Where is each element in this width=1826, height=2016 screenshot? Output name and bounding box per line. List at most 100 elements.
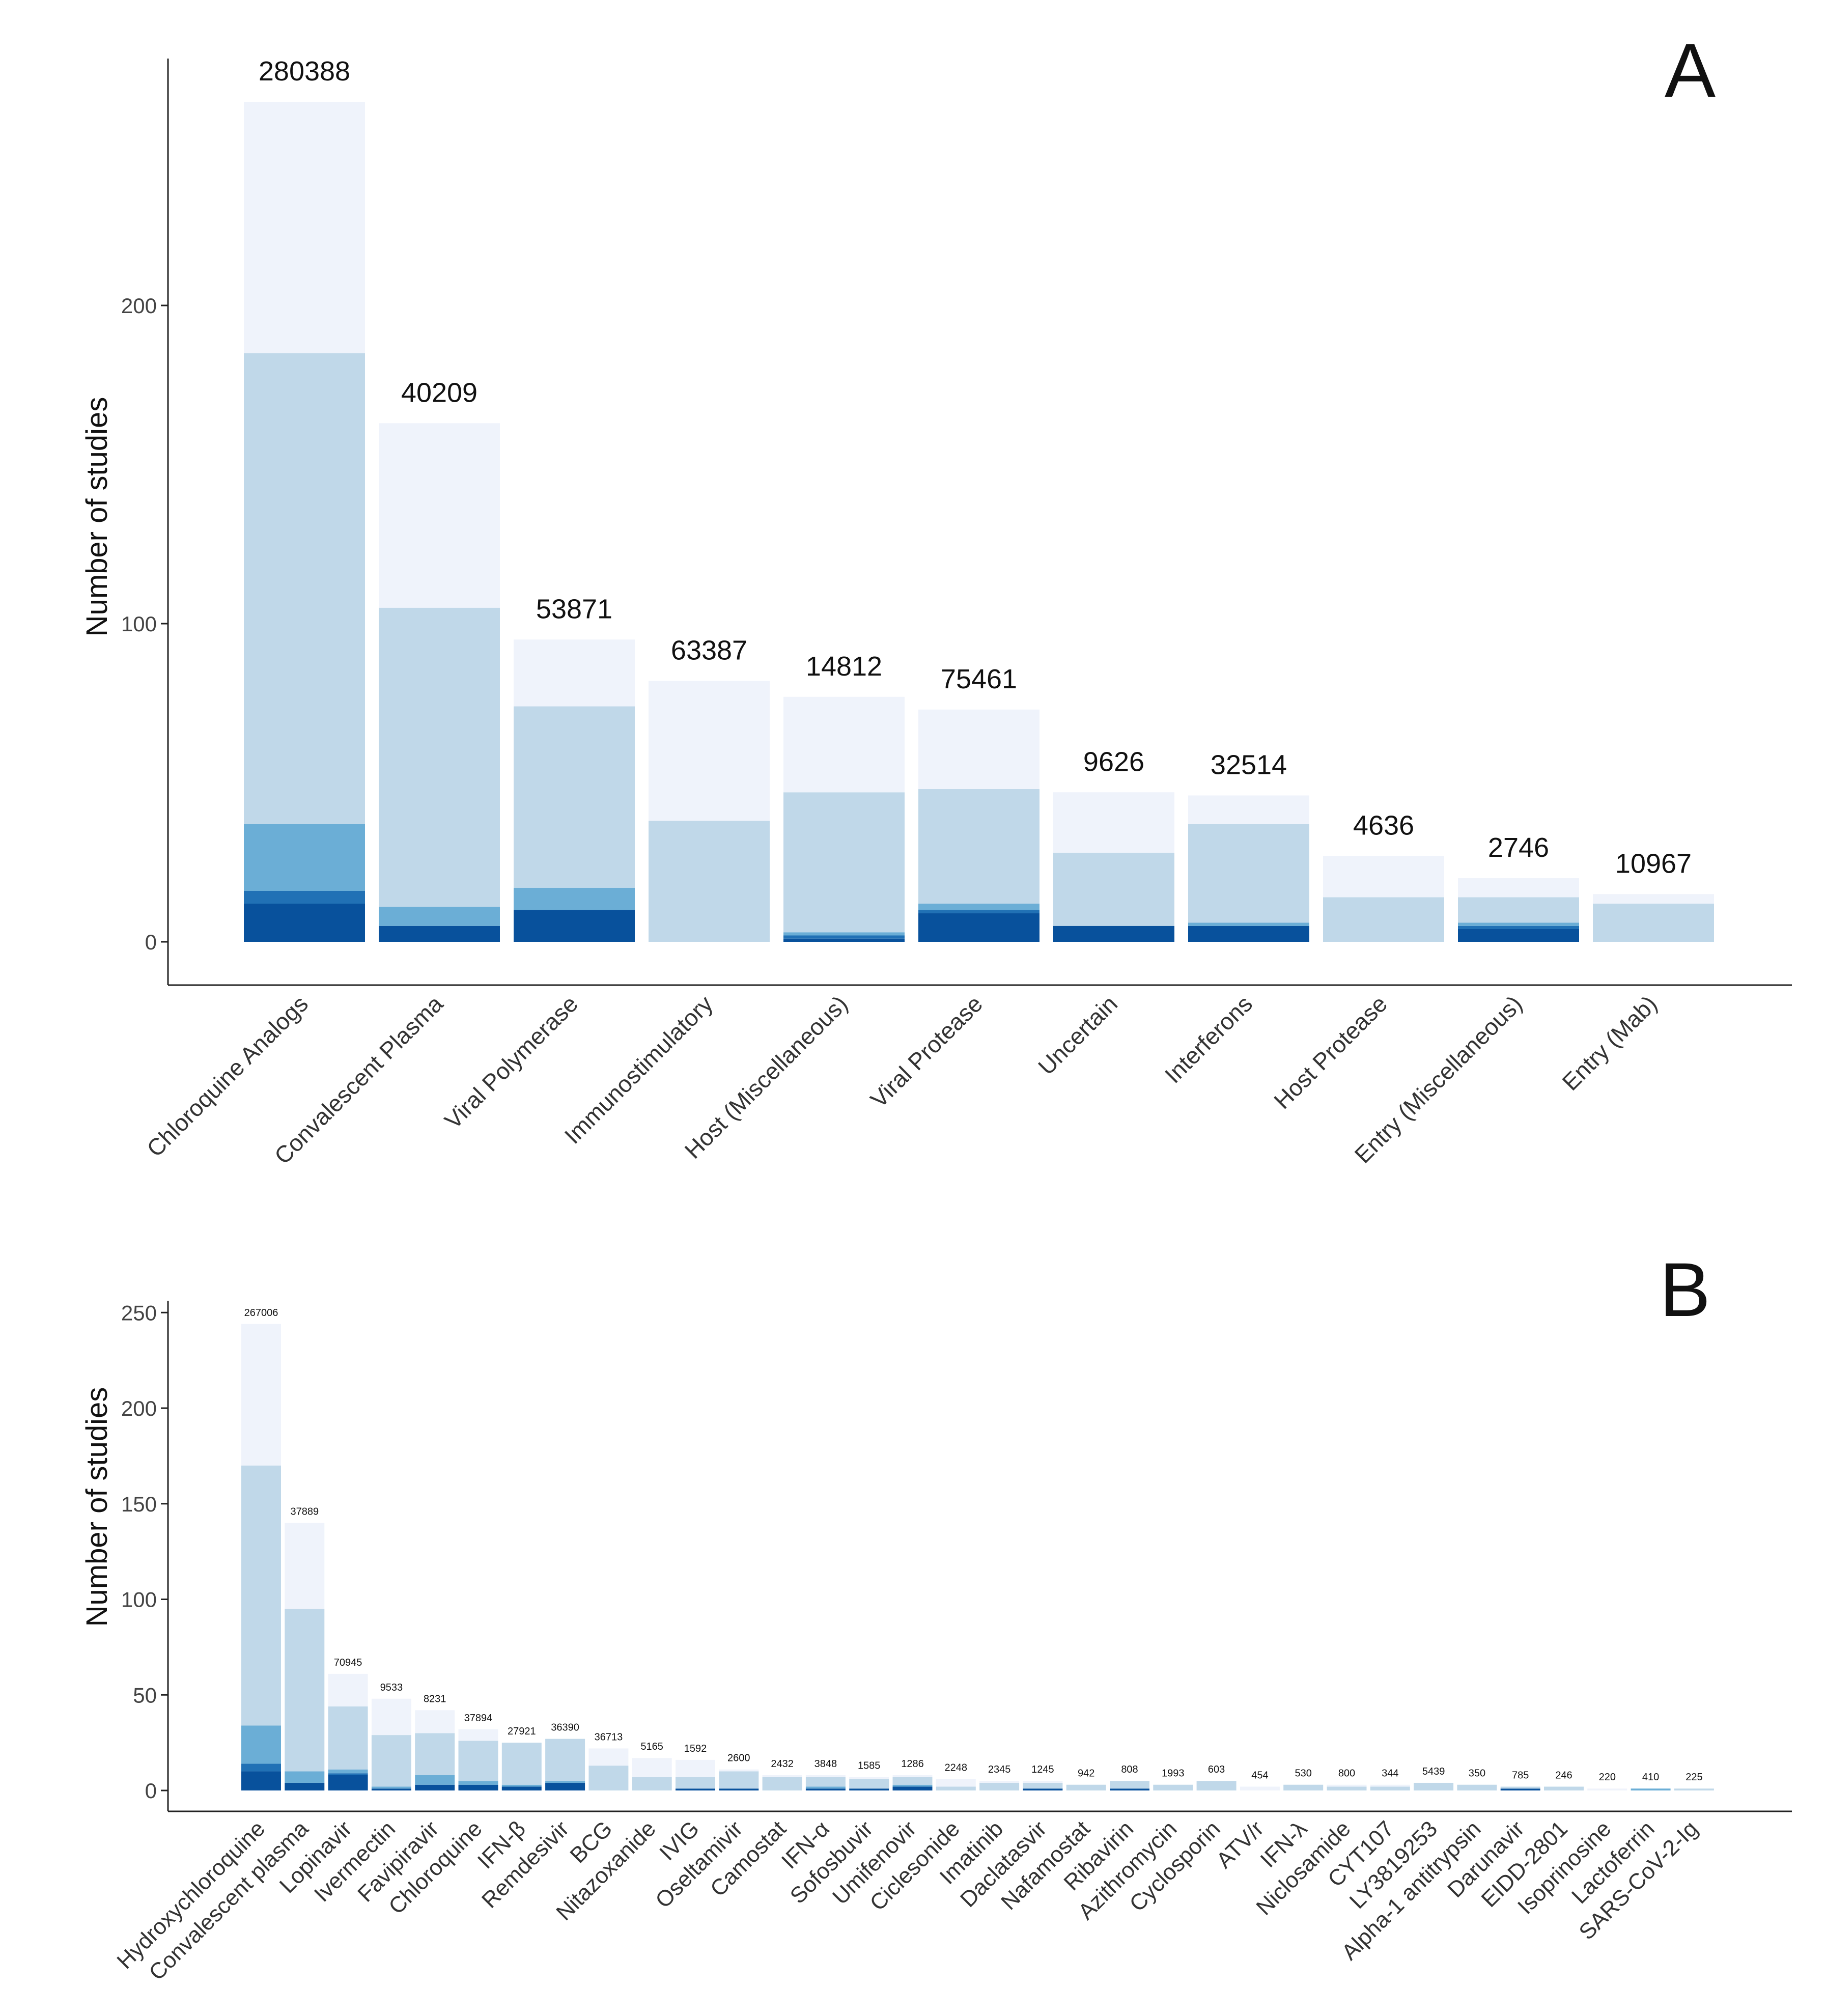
panel-a-bar-segment [244, 102, 365, 353]
panel-b-bar-segment [979, 1782, 1020, 1790]
panel-b-bar-segment [719, 1771, 759, 1789]
panel-b-bar-total-label: 27921 [508, 1726, 536, 1737]
panel-b-bar-segment [415, 1784, 455, 1790]
panel-b-bar-segment [762, 1777, 802, 1790]
panel-b-bar-segment [285, 1523, 325, 1609]
panel-b-bar-segment [1370, 1784, 1410, 1787]
panel-b-bar-total-label: 37894 [464, 1713, 493, 1724]
panel-b-bar-total-label: 800 [1338, 1768, 1355, 1779]
panel-b-bar-segment [1327, 1784, 1367, 1787]
panel-b-bar-segment [1457, 1784, 1497, 1790]
panel-a-y-axis-label: Number of studies [80, 397, 114, 637]
panel-b-bar-segment [1631, 1788, 1671, 1790]
panel-b-bar-total-label: 1592 [684, 1743, 707, 1754]
panel-a-bar-segment [649, 821, 770, 942]
panel-a-bar-segment [1458, 929, 1579, 942]
panel-a-bar-segment [1188, 922, 1309, 926]
panel-b-bar-segment [458, 1729, 498, 1741]
panel-b-bar-segment [458, 1741, 498, 1781]
panel-a-bar-segment [918, 789, 1040, 904]
panel-a-bar-segment [244, 904, 365, 942]
panel-a-bar-segment [1593, 894, 1714, 904]
panel-b-bar-segment [1500, 1786, 1540, 1789]
panel-a-bar-segment [649, 681, 770, 821]
panel-b-bar-segment [805, 1777, 846, 1787]
panel-b-bar-segment [632, 1758, 672, 1777]
panel-a-bar-total-label: 2746 [1488, 832, 1549, 863]
panel-b-bar-total-label: 37889 [290, 1506, 319, 1517]
panel-b-bar-total-label: 8231 [424, 1693, 446, 1704]
panel-b-bar-total-label: 36713 [595, 1731, 623, 1743]
panel-a-bar-segment [1053, 853, 1174, 926]
panel-a-bar-segment [918, 904, 1040, 910]
panel-a-bar-segment [918, 913, 1040, 942]
panel-a-bar-segment [783, 696, 905, 793]
panel-b-bar-total-label: 3848 [814, 1758, 837, 1770]
panel-a-bar-total-label: 40209 [401, 377, 477, 408]
panel-b-bar-segment [892, 1786, 933, 1790]
panel-b-bar-segment [892, 1775, 933, 1777]
panel-a-bar-segment [1053, 926, 1174, 942]
panel-b-bar-segment [328, 1769, 368, 1774]
panel-b-bar-segment [1240, 1786, 1280, 1790]
panel-b-bar-segment [371, 1735, 411, 1787]
panel-b-bar-segment [371, 1786, 411, 1789]
panel-a-category-label: Viral Protease [865, 990, 988, 1112]
panel-a-y-tick-label: 200 [121, 294, 157, 318]
panel-b-y-tick-label: 250 [121, 1301, 157, 1325]
panel-b-bar-total-label: 1993 [1162, 1768, 1185, 1779]
panel-a-category-label: Viral Polymerase [439, 990, 583, 1134]
panel-b-bar-total-label: 225 [1685, 1772, 1702, 1783]
panel-b-bar-total-label: 2248 [945, 1762, 968, 1773]
panel-b-y-tick-label: 0 [145, 1779, 157, 1803]
panel-b-bar-segment [328, 1773, 368, 1775]
panel-b-bar-segment [1587, 1788, 1627, 1790]
panel-b-bar-segment [1023, 1782, 1063, 1789]
panel-a-bar-segment [1188, 824, 1309, 923]
panel-b-bar-segment [1110, 1781, 1149, 1789]
panel-b-bar-segment [979, 1781, 1020, 1783]
panel-b-bar-total-label: 808 [1121, 1764, 1138, 1775]
panel-b-y-tick-label: 150 [121, 1492, 157, 1516]
panel-b-bar-segment [1153, 1784, 1193, 1790]
panel-b-bar-segment [285, 1782, 325, 1790]
panel-b-bar-segment [1327, 1786, 1367, 1790]
panel-a-bar-segment [1458, 926, 1579, 929]
panel-a-bar-segment [1323, 897, 1444, 942]
panel-b-bar-total-label: 350 [1469, 1768, 1485, 1779]
panel-a-bar-total-label: 4636 [1353, 810, 1414, 841]
panel-b-bar-segment [285, 1771, 325, 1783]
panel-a-bar-total-label: 9626 [1083, 746, 1144, 777]
panel-b-bar-total-label: 70945 [334, 1657, 362, 1668]
panel-b-bar-segment [588, 1748, 629, 1766]
panel-a-bar-segment [1458, 878, 1579, 898]
panel-b-bar-total-label: 220 [1599, 1772, 1616, 1783]
panel-a-bar-segment [379, 423, 500, 608]
panel-b-bar-total-label: 530 [1295, 1768, 1312, 1779]
panel-a-bar-segment [514, 706, 635, 888]
panel-a-bar-segment [514, 910, 635, 942]
panel-b-bar-total-label: 246 [1555, 1770, 1572, 1781]
panel-b-y-tick-label: 50 [133, 1683, 157, 1707]
panel-b-bar-segment [1110, 1788, 1149, 1790]
panel-b-bar-segment [936, 1779, 976, 1787]
panel-b-bar-segment [1023, 1781, 1063, 1783]
panel-b-bar-total-label: 9533 [380, 1682, 403, 1693]
panel-b-bar-segment [1023, 1788, 1063, 1790]
panel-b-bar-segment [545, 1782, 585, 1790]
panel-b-bar-segment [415, 1710, 455, 1733]
panel-a-category-label: Immunostimulatory [559, 990, 718, 1149]
panel-b-bar-segment [805, 1775, 846, 1777]
panel-b-bar-segment [719, 1788, 759, 1790]
panel-b-bar-segment [545, 1739, 585, 1781]
panel-b-bar-total-label: 410 [1642, 1772, 1659, 1783]
panel-b-bar-segment [892, 1777, 933, 1785]
panel-a-bar-segment [379, 926, 500, 942]
panel-b-bar-total-label: 267006 [244, 1307, 278, 1319]
panel-a-bar-segment [918, 709, 1040, 789]
panel-a-bar-total-label: 32514 [1211, 750, 1287, 780]
panel-b-bar-total-label: 1245 [1031, 1764, 1054, 1775]
panel-b-bar-total-label: 36390 [551, 1722, 579, 1733]
panel-a-y-tick-label: 100 [121, 612, 157, 636]
panel-b-bar-segment [632, 1777, 672, 1790]
